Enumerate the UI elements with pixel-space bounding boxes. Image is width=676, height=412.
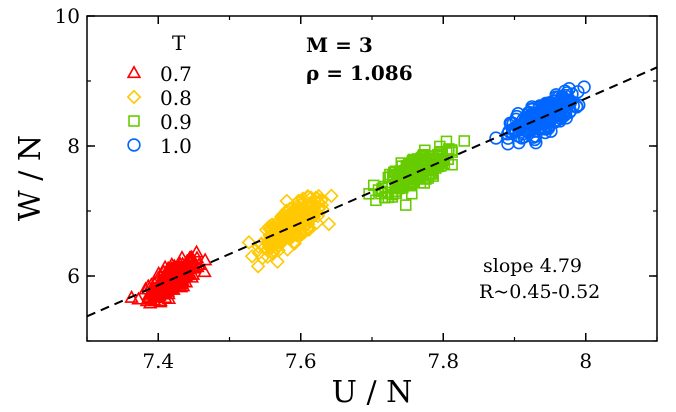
series-0-8 xyxy=(241,188,339,274)
data-point xyxy=(541,115,556,130)
data-point xyxy=(399,199,412,211)
data-point xyxy=(184,256,200,270)
x-tick-label: 8 xyxy=(579,349,592,373)
data-point xyxy=(175,273,190,286)
data-point xyxy=(276,210,292,225)
data-point xyxy=(292,216,308,232)
data-points xyxy=(124,80,591,309)
legend: T 0.70.80.91.0 xyxy=(126,31,192,158)
data-point xyxy=(406,187,418,200)
fit-line-group xyxy=(87,66,657,318)
data-point xyxy=(527,115,541,130)
data-point xyxy=(265,219,281,235)
data-point xyxy=(131,291,146,305)
annotation-correlation: R~0.45-0.52 xyxy=(479,281,600,303)
data-point xyxy=(250,258,266,274)
data-point xyxy=(244,248,260,264)
data-point xyxy=(189,244,204,258)
data-point xyxy=(388,166,400,179)
data-point xyxy=(489,131,503,145)
data-point xyxy=(290,200,306,216)
data-point xyxy=(401,162,414,174)
legend-label: 0.7 xyxy=(160,62,192,86)
legend-label: 0.8 xyxy=(160,86,192,110)
legend-title: T xyxy=(172,31,186,55)
legend-marker xyxy=(127,138,141,152)
data-point xyxy=(307,193,322,208)
data-point xyxy=(522,120,536,134)
data-point xyxy=(509,112,523,127)
data-point xyxy=(446,144,458,157)
data-point xyxy=(324,188,339,204)
data-point xyxy=(501,131,515,145)
data-point xyxy=(458,135,470,147)
data-point xyxy=(554,90,569,105)
data-point xyxy=(153,294,168,308)
data-point xyxy=(433,150,446,162)
data-point xyxy=(370,194,382,207)
y-tick-label: 10 xyxy=(55,4,80,28)
annotation-slope: slope 4.79 xyxy=(483,255,582,277)
data-point xyxy=(301,222,317,237)
data-point xyxy=(577,80,591,94)
data-point xyxy=(379,191,391,204)
data-point xyxy=(415,162,427,174)
annotation-model: M = 3 xyxy=(306,33,373,57)
data-point xyxy=(251,245,267,261)
legend-marker xyxy=(126,89,142,105)
data-point xyxy=(287,236,302,251)
data-point xyxy=(174,250,190,264)
data-point xyxy=(511,107,525,121)
data-point xyxy=(321,216,337,232)
x-tick-label: 7.6 xyxy=(285,349,317,373)
legend-marker xyxy=(128,115,140,127)
data-point xyxy=(367,179,380,192)
data-point xyxy=(163,262,178,276)
data-point xyxy=(443,143,455,155)
data-point xyxy=(541,121,556,135)
data-point xyxy=(419,144,431,157)
y-axis-title: W / N xyxy=(13,135,48,221)
axis-ticks: 7.4 7.6 7.8 8 6 8 10 xyxy=(55,4,658,373)
fit-line xyxy=(87,66,657,318)
legend-label: 0.9 xyxy=(160,110,192,134)
y-tick-label: 6 xyxy=(67,264,80,288)
data-point xyxy=(295,191,311,207)
data-point xyxy=(144,277,159,291)
data-point xyxy=(184,252,200,266)
data-point xyxy=(251,239,266,255)
x-axis-title: U / N xyxy=(332,375,413,410)
legend-marker xyxy=(126,65,142,79)
series-1-0 xyxy=(489,80,591,151)
data-point xyxy=(306,207,321,222)
legend-label: 1.0 xyxy=(160,134,192,158)
data-point xyxy=(141,288,157,302)
data-point xyxy=(389,165,402,178)
series-0-9 xyxy=(363,135,470,211)
data-point xyxy=(542,111,557,125)
annotation-density: ρ = 1.086 xyxy=(306,61,413,85)
data-point xyxy=(241,235,257,250)
x-tick-label: 7.4 xyxy=(142,349,174,373)
data-point xyxy=(392,178,405,191)
series-0-7 xyxy=(124,244,213,309)
data-point xyxy=(147,285,163,299)
data-point xyxy=(197,264,212,278)
data-point xyxy=(263,241,279,256)
data-point xyxy=(528,132,542,147)
data-point xyxy=(306,209,322,224)
x-tick-label: 7.8 xyxy=(427,349,459,373)
data-point xyxy=(395,172,408,185)
data-point xyxy=(403,169,415,181)
data-point xyxy=(124,289,139,303)
y-tick-label: 8 xyxy=(67,134,80,158)
